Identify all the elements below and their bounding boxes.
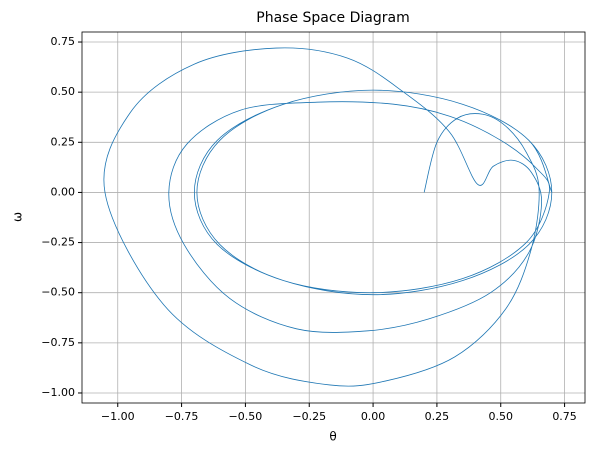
y-tick-label: −1.00 [41, 386, 75, 399]
x-tick-label: 0.25 [425, 410, 450, 423]
x-tick-label: −0.25 [292, 410, 326, 423]
y-tick-label: 0.25 [51, 135, 76, 148]
y-tick-label: −0.25 [41, 236, 75, 249]
y-tick-label: −0.75 [41, 336, 75, 349]
y-tick-label: 0.50 [51, 85, 76, 98]
plot-frame [81, 31, 586, 404]
x-tick-label: −0.75 [165, 410, 199, 423]
x-tick-label: 0.50 [488, 410, 513, 423]
y-axis-label: ω [11, 212, 25, 222]
y-tick-label: 0.00 [51, 185, 76, 198]
trajectory [103, 47, 553, 387]
y-tick-label: 0.75 [51, 35, 76, 48]
x-tick-label: 0.00 [361, 410, 386, 423]
chart-title: Phase Space Diagram [256, 10, 409, 26]
x-tick-label: −1.00 [101, 410, 135, 423]
x-tick-label: 0.75 [552, 410, 577, 423]
x-axis-label: θ [329, 430, 336, 444]
x-tick-label: −0.50 [229, 410, 263, 423]
y-tick-label: −0.50 [41, 286, 75, 299]
